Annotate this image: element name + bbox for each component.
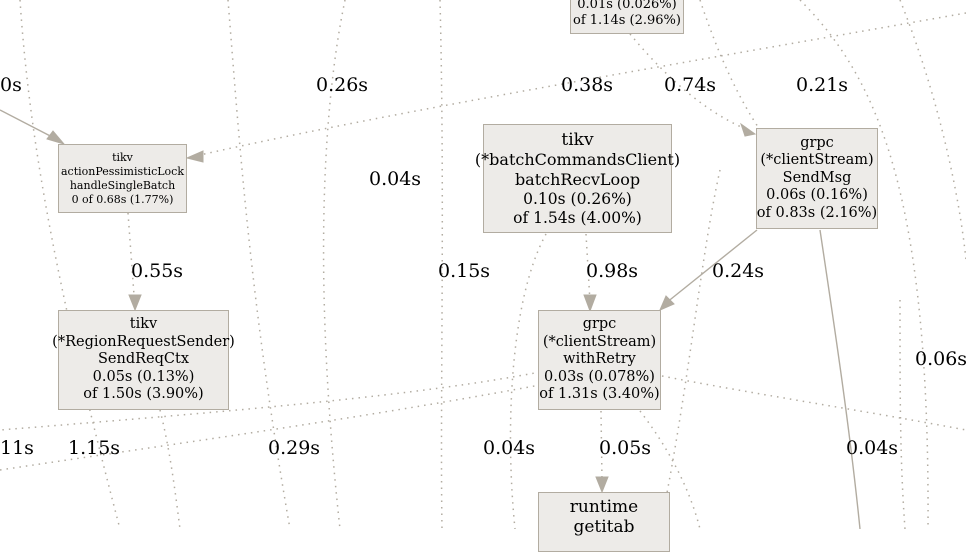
edge-label: 0.26s [316,74,369,96]
edge-dotted-12 [661,375,966,431]
node-line: handleSingleBatch [69,178,176,192]
edge-label: 0.29s [268,437,321,459]
edge-label: 0.21s [796,74,849,96]
node-line: actionPessimisticLock [60,164,185,178]
arrowhead-with-retry-right [659,295,675,311]
arrowhead-with-retry-top [583,294,597,313]
edge-send-msg-to-with-retry [665,229,758,304]
node-line: 0 of 0.68s (1.77%) [71,192,174,206]
node-line: runtime [569,497,639,517]
edge-dotted-3 [127,212,135,296]
edge-left-to-handle-single-batch [0,109,59,141]
node-line: SendMsg [782,169,852,186]
node-handle-single-batch[interactable]: tikv actionPessimisticLock handleSingleB… [58,144,187,213]
node-line: (*clientStream) [760,152,874,169]
node-line: tikv [129,316,158,333]
node-line: getitab [573,517,635,537]
node-line: grpc [800,134,834,151]
node-line: 0.06s (0.16%) [766,187,868,204]
node-line: of 1.54s (4.00%) [513,208,642,227]
node-line: 0.01s (0.026%) [577,0,677,12]
arrowhead-getitab [595,476,609,494]
node-line: withRetry [563,351,636,368]
arrowhead-send-req-ctx [128,294,142,312]
edge-label: 0.38s [561,74,614,96]
call-graph-edges [0,0,966,529]
node-line: (*batchCommandsClient) [474,149,681,169]
edge-dotted-16 [899,0,966,261]
edge-dotted-1 [199,12,966,156]
edge-label: 11s [0,437,34,459]
edge-dotted-13 [0,384,541,471]
node-getitab[interactable]: runtime getitab [538,492,670,552]
node-send-req-ctx[interactable]: tikv (*RegionRequestSender) SendReqCtx 0… [52,310,235,410]
arrowhead-handle-single-batch-left [46,130,66,145]
edge-label: 0.55s [131,260,184,282]
node-line: 0.05s (0.13%) [92,368,195,385]
node-batch-recv-loop[interactable]: tikv (*batchCommandsClient) batchRecvLoo… [475,124,680,233]
node-line: grpc [582,316,617,333]
arrowhead-handle-single-batch-right [185,150,204,163]
edge-label: 0.24s [712,260,765,282]
node-line: SendReqCtx [97,351,189,368]
node-line: of 1.31s (3.40%) [539,386,660,403]
edge-dotted-14 [699,0,761,131]
node-line: 0.03s (0.078%) [544,368,655,385]
edge-label: 0.74s [664,74,717,96]
node-line: of 1.50s (3.90%) [83,386,204,403]
edge-dotted-20 [899,299,906,529]
node-line: tikv [561,129,594,150]
edge-label: 1.15s [68,437,121,459]
edge-label: 0.04s [369,168,422,190]
edge-label: 0.05s [599,437,652,459]
node-line: 0.10s (0.26%) [523,189,632,208]
node-line: (*RegionRequestSender) [52,333,235,350]
node-top-partial[interactable]: 0.01s (0.026%) of 1.14s (2.96%) [570,0,684,34]
edge-label: 0.04s [483,437,536,459]
edge-send-msg-down [819,229,861,529]
node-line: of 1.14s (2.96%) [573,13,681,28]
edge-label: 0.04s [846,437,899,459]
node-send-msg[interactable]: grpc (*clientStream) SendMsg 0.06s (0.16… [756,128,878,229]
edge-label: 0.98s [586,260,639,282]
node-line: (*clientStream) [542,333,657,350]
edge-label: 0.06s [915,348,966,370]
edge-dotted-18 [159,409,181,529]
edge-label: 0.15s [438,260,491,282]
node-line: batchRecvLoop [514,169,641,189]
arrowhead-send-msg [740,122,757,137]
node-with-retry[interactable]: grpc (*clientStream) withRetry 0.03s (0.… [538,310,661,410]
node-line: of 0.83s (2.16%) [756,204,878,221]
edge-label: 0s [0,74,22,96]
node-line: tikv [112,150,133,164]
